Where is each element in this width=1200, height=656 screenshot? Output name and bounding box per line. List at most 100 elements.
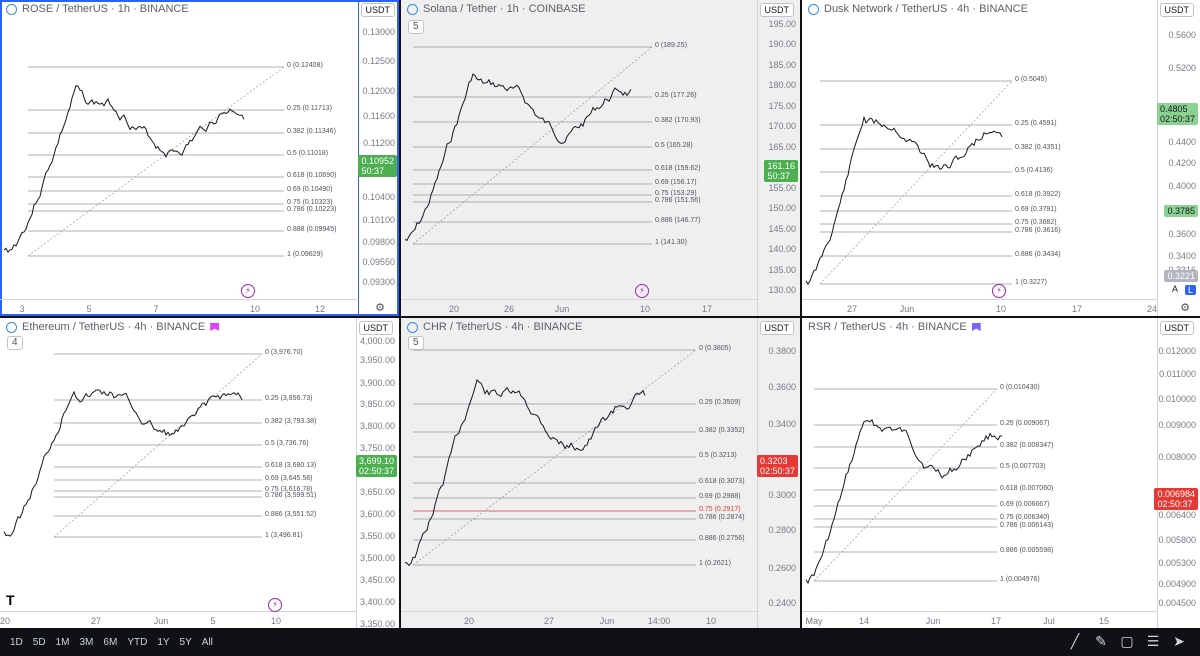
time-tick: 14 — [858, 616, 870, 626]
price-axis[interactable]: 0.13000 0.12500 0.12000 0.11600 0.11200 0.104… — [358, 0, 399, 316]
fib-icon[interactable]: ☰ — [1146, 633, 1160, 649]
fib-level-label: 0.618 (0.3073) — [699, 478, 745, 485]
fib-trend-line[interactable] — [412, 46, 653, 245]
price-axis[interactable]: 0.3800 0.3600 0.3400 0.3000 0.2800 0.2600 0.24… — [756, 318, 800, 628]
indicator-count-badge[interactable]: 4 — [7, 336, 23, 350]
timeframe-5y[interactable]: 5Y — [179, 636, 192, 648]
current-price: 0.10952 — [361, 156, 394, 166]
time-axis[interactable]: 27 Jun 10 17 24 — [802, 299, 1158, 316]
fib-level-label: 0.382 (0.11346) — [287, 128, 336, 135]
fib-trend-line[interactable] — [53, 353, 263, 538]
trend-line-icon[interactable]: ╱ — [1070, 633, 1080, 649]
price-tick: 130.00 — [768, 285, 796, 295]
lightning-icon[interactable]: ⚡ — [241, 284, 255, 298]
bar-countdown: 50:37 — [361, 166, 384, 176]
price-chart[interactable] — [401, 0, 800, 316]
price-chart[interactable] — [0, 0, 399, 316]
rectangle-icon[interactable]: ▢ — [1120, 633, 1134, 649]
current-price-tag: 0.3203 02:50:37 — [756, 455, 798, 477]
symbol-title[interactable]: RSR / TetherUS · 4h · BINANCE — [808, 321, 967, 333]
price-axis[interactable]: 0.012000 0.011000 0.010000 0.009000 0.008000… — [1154, 318, 1200, 628]
price-tick: 3,400.00 — [359, 597, 395, 608]
chart-header: Solana / Tether · 1h · COINBASE — [407, 3, 585, 15]
indicator-count-badge[interactable]: 5 — [408, 336, 424, 350]
chart-panel-chr[interactable]: CHR / TetherUS · 4h · BINANCE 5 USDT 0.3… — [401, 318, 800, 628]
time-tick: 14:00 — [647, 616, 671, 626]
price-tick: 0.004500 — [1158, 598, 1196, 608]
flag-icon[interactable] — [971, 323, 981, 331]
price-axis[interactable]: 4,000.00 3,950.00 3,900.00 3,850.00 3,800.00… — [355, 318, 399, 628]
flag-icon[interactable] — [210, 323, 220, 331]
pen-icon[interactable]: ✎ — [1095, 633, 1107, 649]
time-tick: 10 — [995, 304, 1007, 314]
symbol-title[interactable]: CHR / TetherUS · 4h · BINANCE — [423, 321, 583, 333]
chart-panel-eth[interactable]: Ethereum / TetherUS · 4h · BINANCE 4 USD… — [0, 318, 399, 628]
price-chart[interactable] — [0, 318, 399, 628]
chart-panel-rose[interactable]: ROSE / TetherUS · 1h · BINANCE USDT 0.13… — [0, 0, 399, 316]
fib-level-label: 0.886 (146.77) — [655, 217, 701, 224]
time-axis[interactable]: May 14 Jun 17 Jul 15 — [802, 611, 1158, 628]
price-chart[interactable] — [401, 318, 800, 628]
fib-level-label: 1 (0.3227) — [1015, 279, 1047, 286]
price-tick: 3,550.00 — [359, 531, 395, 542]
lightning-icon[interactable]: ⚡ — [992, 284, 1006, 298]
timeframe-5d[interactable]: 5D — [32, 636, 46, 648]
currency-selector[interactable]: USDT — [358, 321, 393, 335]
chart-panel-dusk[interactable]: Dusk Network / TetherUS · 4h · BINANCE U… — [802, 0, 1200, 316]
chart-panel-rsr[interactable]: RSR / TetherUS · 4h · BINANCE USDT 0.012… — [802, 318, 1200, 628]
price-tick: 165.00 — [768, 142, 796, 152]
cursor-icon[interactable]: ➤ — [1173, 633, 1185, 649]
timeframe-1m[interactable]: 1M — [55, 636, 70, 648]
fib-trend-line[interactable] — [27, 66, 285, 257]
timeframe-all[interactable]: All — [201, 636, 213, 648]
price-chart[interactable] — [802, 318, 1200, 628]
tradingview-logo: T — [6, 592, 15, 608]
fib-trend-line[interactable] — [819, 80, 1013, 285]
time-axis[interactable]: 3 5 7 10 12 — [0, 299, 357, 316]
price-tick: 0.5200 — [1168, 63, 1196, 73]
lightning-icon[interactable]: ⚡ — [268, 598, 282, 612]
chart-header: Dusk Network / TetherUS · 4h · BINANCE — [808, 3, 1028, 15]
symbol-title[interactable]: Ethereum / TetherUS · 4h · BINANCE — [22, 321, 206, 333]
price-axis[interactable]: 195.00 190.00 185.00 180.00 175.00 170.00 165.… — [757, 0, 800, 316]
price-axis[interactable]: 0.56000.52000.46000.44000.42000.40000.36… — [1156, 0, 1200, 316]
lightning-icon[interactable]: ⚡ — [635, 284, 649, 298]
price-chart[interactable] — [802, 0, 1200, 316]
indicator-count-badge[interactable]: 5 — [408, 20, 424, 34]
symbol-title[interactable]: Solana / Tether · 1h · COINBASE — [423, 3, 586, 15]
gear-icon[interactable]: ⚙ — [1180, 302, 1190, 314]
time-tick: 27 — [90, 616, 102, 626]
auto-scale-button[interactable]: A — [1171, 284, 1178, 294]
fib-trend-line[interactable] — [813, 388, 998, 582]
fib-level-label: 0.25 (3,856.73) — [265, 395, 313, 402]
time-axis[interactable]: 20 26 Jun 10 17 — [401, 299, 758, 316]
timeframe-ytd[interactable]: YTD — [127, 636, 148, 648]
current-price-tag: 3,699.10 02:50:37 — [355, 455, 397, 477]
timeframe-6m[interactable]: 6M — [103, 636, 118, 648]
symbol-title[interactable]: ROSE / TetherUS · 1h · BINANCE — [22, 3, 189, 15]
currency-selector[interactable]: USDT — [759, 321, 794, 335]
symbol-icon — [808, 3, 819, 15]
timeframe-1d[interactable]: 1D — [10, 636, 23, 648]
fib-trend-line[interactable] — [412, 349, 697, 566]
fib-level-label: 0 (0.3805) — [699, 345, 731, 352]
time-axis[interactable]: 20 27 Jun 14:00 10 — [401, 611, 758, 628]
price-tick: 0.2400 — [768, 598, 796, 608]
bar-countdown: 50:37 — [767, 171, 790, 181]
fib-level-label: 0.886 (3,551.52) — [265, 511, 317, 518]
timeframe-1y[interactable]: 1Y — [157, 636, 170, 648]
currency-selector[interactable]: USDT — [1159, 321, 1194, 335]
time-axis[interactable]: 20 27 Jun 5 10 — [0, 611, 357, 628]
timeframe-3m[interactable]: 3M — [79, 636, 94, 648]
gear-icon[interactable]: ⚙ — [375, 302, 385, 314]
time-tick: 17 — [701, 304, 713, 314]
currency-selector[interactable]: USDT — [360, 3, 395, 17]
log-scale-button[interactable]: L — [1184, 285, 1196, 295]
currency-selector[interactable]: USDT — [1159, 3, 1194, 17]
symbol-title[interactable]: Dusk Network / TetherUS · 4h · BINANCE — [824, 3, 1028, 15]
price-series — [805, 115, 1003, 286]
time-tick: 20 — [448, 304, 460, 314]
currency-selector[interactable]: USDT — [759, 3, 794, 17]
time-tick: 10 — [249, 304, 261, 314]
chart-panel-sol[interactable]: Solana / Tether · 1h · COINBASE 5 USDT 1… — [401, 0, 800, 316]
